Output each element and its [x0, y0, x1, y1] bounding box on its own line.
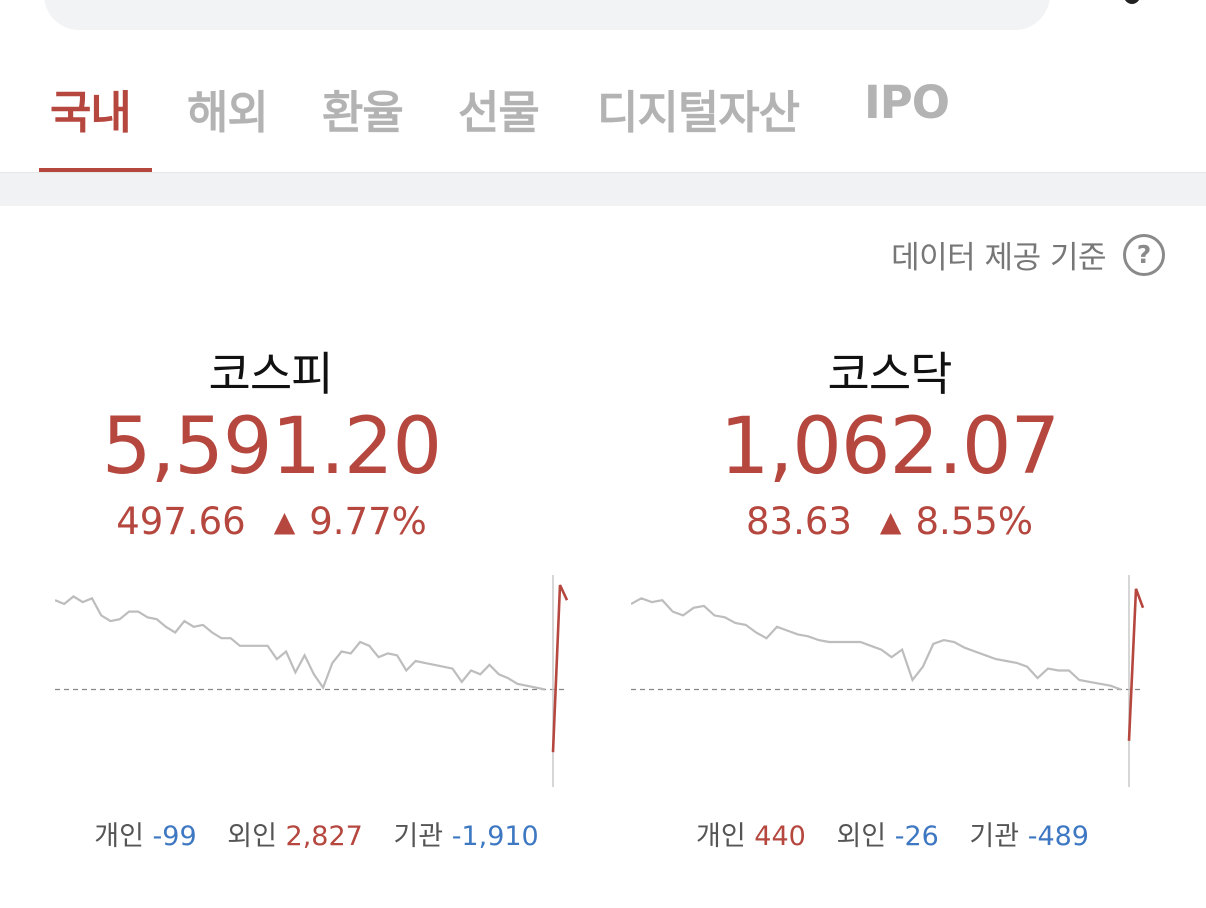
current-line	[1127, 588, 1145, 741]
market-name: 코스피	[208, 347, 334, 401]
institution-value: -1,910	[451, 821, 539, 852]
individual-label: 개인	[696, 821, 746, 852]
institution-label: 기관	[969, 821, 1020, 852]
change-row: 497.66 ▲ 9.77%	[0, 500, 573, 543]
tab-digital-assets[interactable]: 디지털자산	[597, 86, 800, 139]
foreign-label: 외인	[836, 821, 887, 852]
change-amount: 497.66	[116, 500, 246, 543]
change-amount: 83.63	[745, 500, 852, 543]
market-name: 코스닥	[827, 347, 953, 401]
up-arrow-icon: ▲	[273, 505, 296, 538]
individual-label: 개인	[94, 821, 144, 852]
foreign-value: -26	[894, 821, 939, 852]
history-line	[55, 595, 546, 691]
market-card-kosdaq[interactable]: 코스닥 1,062.07 83.63 ▲ 8.55% 개인 440 외인 -26 기…	[603, 330, 1206, 870]
current-line	[551, 584, 569, 753]
change-percent: 9.77%	[309, 500, 427, 543]
individual-value: 440	[754, 821, 806, 852]
tab-ipo[interactable]: IPO	[864, 76, 950, 129]
institution-value: -489	[1027, 821, 1089, 852]
tab-futures[interactable]: 선물	[458, 86, 540, 139]
foreign-label: 외인	[227, 821, 277, 852]
index-value: 1,062.07	[719, 402, 1060, 492]
history-line	[631, 597, 1122, 691]
foreign-value: 2,827	[285, 821, 363, 852]
market-card-kospi[interactable]: 코스피 5,591.20 497.66 ▲ 9.77% 개인 -99 외인 2,82…	[0, 330, 603, 870]
change-row: 83.63 ▲ 8.55%	[588, 500, 1191, 543]
tab-exchange-rate[interactable]: 환율	[322, 86, 404, 139]
individual-value: -99	[152, 821, 197, 852]
index-value: 5,591.20	[101, 402, 442, 492]
tab-domestic[interactable]: 국내	[50, 86, 132, 139]
market-tabs: 국내 해외 환율 선물 디지털자산 IPO	[0, 68, 1206, 174]
investor-flows: 개인 440 외인 -26 기관 -489	[591, 814, 1194, 853]
section-divider	[0, 172, 1206, 206]
active-tab-indicator	[39, 168, 152, 174]
help-icon[interactable]: ?	[1123, 234, 1165, 276]
search-bar[interactable]	[44, 0, 1050, 30]
institution-label: 기관	[393, 821, 444, 852]
change-percent: 8.55%	[915, 500, 1034, 543]
up-arrow-icon: ▲	[879, 505, 902, 538]
investor-flows: 개인 -99 외인 2,827 기관 -1,910	[15, 814, 618, 853]
menu-icon[interactable]	[1124, 0, 1140, 4]
index-chart	[631, 575, 1145, 787]
tab-overseas[interactable]: 해외	[187, 86, 269, 139]
index-chart	[55, 575, 569, 787]
data-basis-label[interactable]: 데이터 제공 기준	[891, 240, 1106, 276]
